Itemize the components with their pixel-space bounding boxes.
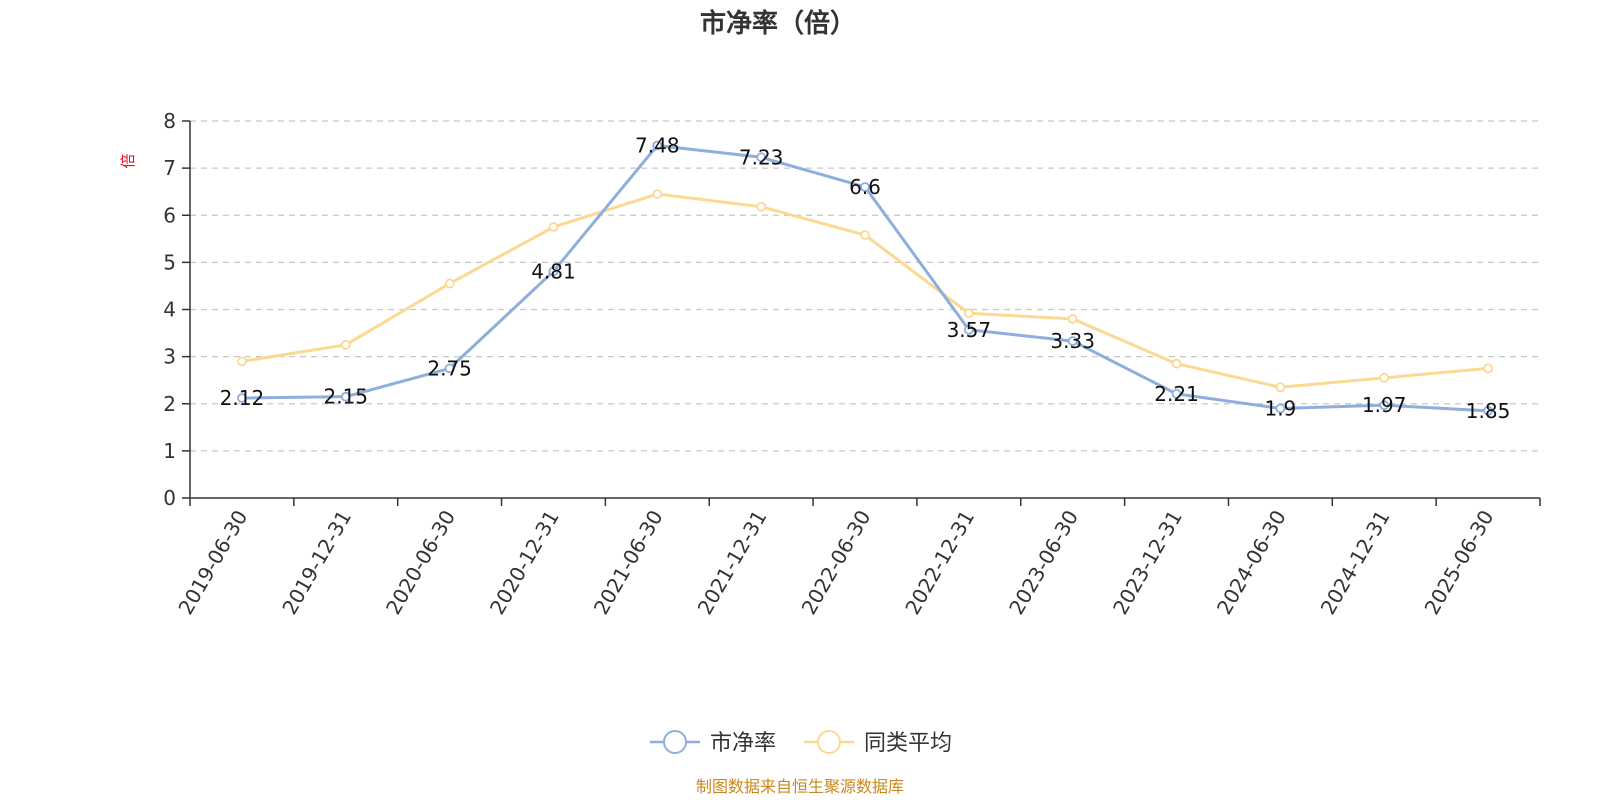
data-label: 1.9 — [1264, 396, 1296, 420]
legend-label: 同类平均 — [864, 731, 952, 756]
y-tick-label: 1 — [163, 439, 176, 463]
data-point[interactable] — [548, 222, 559, 232]
data-point[interactable] — [548, 266, 559, 277]
x-tick-label: 2024-06-30 — [1212, 506, 1291, 619]
series-1 — [237, 189, 1493, 393]
y-axis-unit-label: 倍 — [119, 153, 137, 168]
data-label: 2.75 — [427, 356, 472, 380]
data-label: 7.23 — [739, 145, 784, 169]
data-point[interactable] — [444, 278, 455, 289]
legend-item-0[interactable]: 市净率 — [650, 730, 776, 756]
data-labels: 2.12 2.15 2.75 4.81 7.48 7.23 6.6 3.57 3.33 2.21 1… — [220, 134, 1511, 423]
legend-item-1[interactable]: 同类平均 — [804, 730, 952, 756]
data-point[interactable] — [340, 391, 351, 402]
data-point[interactable] — [860, 182, 870, 192]
x-tick-label: 2022-12-31 — [900, 506, 979, 619]
x-tick-label: 2023-12-31 — [1108, 506, 1187, 619]
data-point[interactable] — [1171, 358, 1182, 369]
y-tick-label: 4 — [163, 298, 176, 322]
legend-label: 市净率 — [710, 731, 776, 756]
y-tick-label: 8 — [163, 109, 176, 133]
data-point[interactable] — [237, 393, 247, 403]
data-point[interactable] — [652, 189, 663, 199]
data-point[interactable] — [1483, 363, 1493, 374]
series — [237, 140, 1493, 416]
x-tick-label: 2024-12-31 — [1316, 506, 1395, 619]
chart-title: 市净率（倍） — [700, 8, 856, 39]
series-0 — [237, 140, 1493, 416]
data-label: 2.21 — [1154, 382, 1199, 406]
source-note: 制图数据来自恒生聚源数据库 — [696, 777, 904, 796]
x-tick-label: 2023-06-30 — [1004, 506, 1083, 619]
x-tick-label: 2020-12-31 — [485, 506, 564, 619]
data-point[interactable] — [860, 230, 870, 240]
data-point[interactable] — [1275, 403, 1286, 414]
data-label: 2.12 — [220, 386, 265, 410]
x-tick-label: 2019-12-31 — [277, 506, 356, 619]
data-label: 1.85 — [1466, 399, 1511, 423]
y-tick-label: 0 — [163, 486, 176, 510]
y-tick-label: 3 — [163, 345, 176, 369]
data-point[interactable] — [340, 339, 351, 350]
data-point[interactable] — [963, 324, 974, 335]
data-label: 4.81 — [531, 259, 576, 283]
grid — [190, 120, 1540, 452]
data-point[interactable] — [756, 201, 767, 212]
x-tick-label: 2021-06-30 — [589, 506, 668, 619]
data-label: 6.6 — [849, 175, 881, 199]
legend-marker — [817, 730, 841, 754]
data-point[interactable] — [1379, 400, 1390, 411]
legend[interactable]: 市净率 同类平均 — [650, 730, 952, 756]
x-tick-label: 2022-06-30 — [796, 506, 875, 619]
data-point[interactable] — [1067, 336, 1078, 346]
y-tick-label: 6 — [163, 203, 176, 227]
y-tick-label: 5 — [163, 250, 176, 274]
data-label: 3.33 — [1050, 329, 1095, 353]
data-point[interactable] — [444, 363, 455, 374]
x-tick-label: 2020-06-30 — [381, 506, 460, 619]
data-point[interactable] — [652, 140, 663, 151]
data-point[interactable] — [1379, 372, 1390, 383]
data-point[interactable] — [1067, 314, 1078, 324]
data-label: 3.57 — [947, 318, 992, 342]
y-tick-label: 7 — [163, 156, 176, 180]
data-label: 2.15 — [324, 385, 369, 409]
x-tick-label: 2019-06-30 — [173, 506, 252, 619]
data-label: 7.48 — [635, 134, 680, 158]
data-point[interactable] — [963, 308, 974, 319]
y-tick-label: 2 — [163, 392, 176, 416]
data-point[interactable] — [756, 152, 767, 163]
x-tick-label: 2021-12-31 — [693, 506, 772, 619]
data-point[interactable] — [237, 356, 247, 367]
data-point[interactable] — [1275, 382, 1286, 393]
legend-marker — [663, 730, 687, 754]
data-point[interactable] — [1483, 405, 1493, 416]
x-tick-label: 2025-06-30 — [1420, 506, 1499, 619]
data-label: 1.97 — [1362, 393, 1407, 417]
data-point[interactable] — [1171, 388, 1182, 399]
